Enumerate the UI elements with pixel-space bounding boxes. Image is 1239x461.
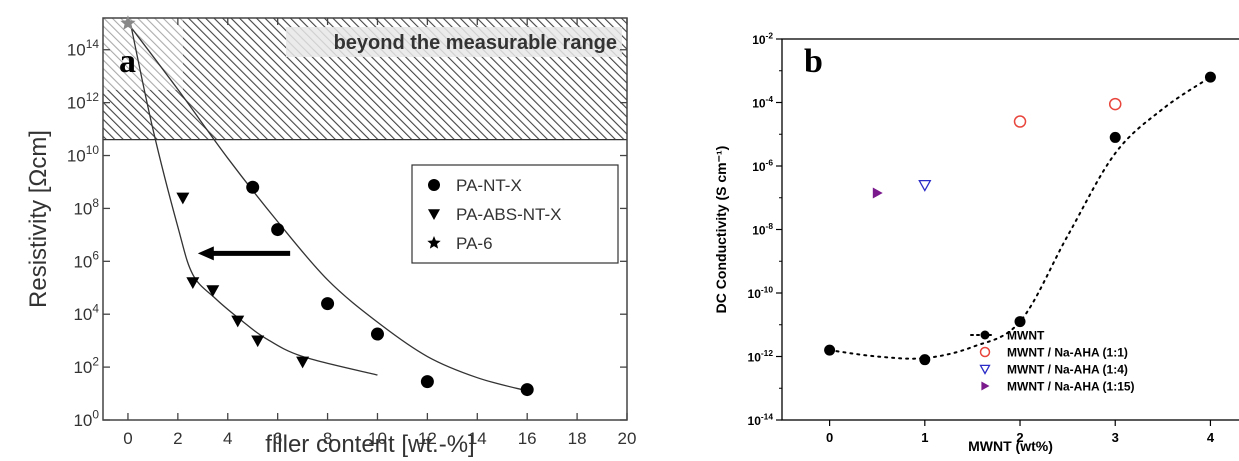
- legend-box-a: [411, 164, 619, 264]
- legend-label-b-3: MWNT / Na-AHA (1:15): [1007, 380, 1135, 394]
- legend-marker-b-1: [979, 346, 991, 358]
- data-point-triangle-down: [186, 277, 200, 289]
- data-point-triangle-down-open: [918, 179, 932, 192]
- data-point-circle-open: [1108, 97, 1122, 111]
- legend-marker-0: [428, 179, 440, 191]
- data-point-circle: [271, 223, 285, 237]
- x-tick-label-a: 12: [418, 429, 437, 448]
- data-point-triangle-down: [206, 285, 220, 297]
- data-point-triangle-down: [251, 335, 265, 348]
- x-tick-label-a: 2: [173, 429, 182, 448]
- legend-label-1: PA-ABS-NT-X: [456, 205, 561, 224]
- x-tick-label-a: 16: [518, 429, 537, 448]
- chart-b-svg: 0 1 2 3 4 10-14 10-12 10-10 10-8 10-6 10-4 10-2 MWNT…: [713, 31, 1239, 454]
- legend-label-b-1: MWNT / Na-AHA (1:1): [1007, 346, 1128, 360]
- x-tick-label-a: 20: [618, 429, 637, 448]
- y-tick-label-b: 10-6: [752, 158, 773, 174]
- x-tick-label-b: 4: [1207, 430, 1215, 445]
- y-tick-label-a: 108: [73, 196, 99, 219]
- y-tick-label-a: 100: [73, 407, 99, 430]
- x-tick-label-a: 14: [468, 429, 487, 448]
- legend-label-b-0: MWNT: [1007, 329, 1045, 343]
- data-point-circle: [370, 327, 384, 341]
- legend-marker-b-2: [979, 364, 991, 375]
- x-tick-label-b: 3: [1112, 430, 1119, 445]
- annotation-backdrop: [286, 27, 622, 57]
- x-tick-label-a: 4: [223, 429, 232, 448]
- data-point-triangle-right-filled: [872, 187, 883, 199]
- data-point-circle: [321, 297, 335, 311]
- x-tick-label-b: 1: [921, 430, 928, 445]
- x-tick-label-a: 10: [368, 429, 387, 448]
- y-tick-label-b: 10-2: [752, 31, 773, 47]
- data-point-circle-filled: [824, 344, 836, 356]
- data-point-triangle-down: [231, 315, 245, 328]
- legend-label-2: PA-6: [456, 234, 493, 253]
- y-tick-label-a: 1014: [67, 37, 100, 60]
- data-point-triangle-down: [176, 192, 190, 205]
- y-axis-label-a: Resistivity [Ωcm]: [25, 130, 52, 308]
- data-point-triangle-down: [296, 356, 310, 369]
- y-tick-label-a: 1010: [67, 143, 100, 166]
- x-tick-label-a: 8: [323, 429, 332, 448]
- fit-curve-1: [129, 23, 378, 376]
- chart-panel-a: beyond the measurable range 0 2 4 6 8 10 12 14 16…: [25, 15, 637, 458]
- legend-label-0: PA-NT-X: [456, 176, 522, 195]
- x-tick-label-a: 0: [123, 429, 132, 448]
- y-tick-label-a: 106: [73, 249, 99, 272]
- x-tick-label-a: 18: [568, 429, 587, 448]
- y-tick-label-b: 10-12: [748, 348, 774, 364]
- x-tick-label-a: 6: [273, 429, 282, 448]
- x-axis-label-a: filler content [wt.-%]: [265, 431, 474, 458]
- chart-panel-b: 0 1 2 3 4 10-14 10-12 10-10 10-8 10-6 10-4 10-2 MWNT…: [690, 0, 1239, 461]
- y-tick-label-b: 10-10: [748, 285, 774, 301]
- y-tick-label-b: 10-14: [748, 412, 774, 428]
- shift-arrow-head: [197, 246, 214, 261]
- legend-marker-1: [428, 209, 440, 220]
- legend-marker-b-3: [981, 381, 990, 391]
- data-point-circle: [520, 383, 534, 397]
- y-tick-label-b: 10-8: [752, 221, 773, 237]
- y-tick-label-a: 102: [73, 354, 99, 377]
- y-tick-label-b: 10-4: [752, 94, 773, 110]
- legend-marker-2: [427, 236, 441, 249]
- data-point-circle-filled: [1014, 316, 1026, 328]
- legend-marker-b-0: [980, 330, 990, 340]
- panel-label-a: a: [119, 43, 136, 80]
- beyond-range-annotation: beyond the measurable range: [334, 32, 617, 54]
- x-axis-label-b: MWNT (wt%): [968, 438, 1053, 454]
- data-point-circle-filled: [919, 354, 931, 366]
- x-tick-label-b: 2: [1016, 430, 1023, 445]
- legend-label-b-2: MWNT / Na-AHA (1:4): [1007, 363, 1128, 377]
- data-point-circle: [420, 375, 434, 389]
- data-point-circle-filled: [1204, 71, 1216, 83]
- x-tick-label-b: 0: [826, 430, 833, 445]
- data-point-circle: [246, 180, 260, 194]
- y-tick-label-a: 104: [73, 302, 99, 325]
- data-point-star: [120, 15, 136, 30]
- panel-label-b: b: [804, 43, 823, 80]
- fit-curve-0: [127, 22, 528, 392]
- mwnt-trend-line: [828, 76, 1212, 360]
- y-axis-label-b: DC Conductivity (S cm⁻¹): [713, 146, 729, 314]
- data-point-circle-open: [1013, 115, 1027, 128]
- data-point-circle-filled: [1109, 131, 1121, 143]
- y-tick-label-a: 1012: [67, 90, 100, 113]
- plot-frame-a: [102, 17, 628, 421]
